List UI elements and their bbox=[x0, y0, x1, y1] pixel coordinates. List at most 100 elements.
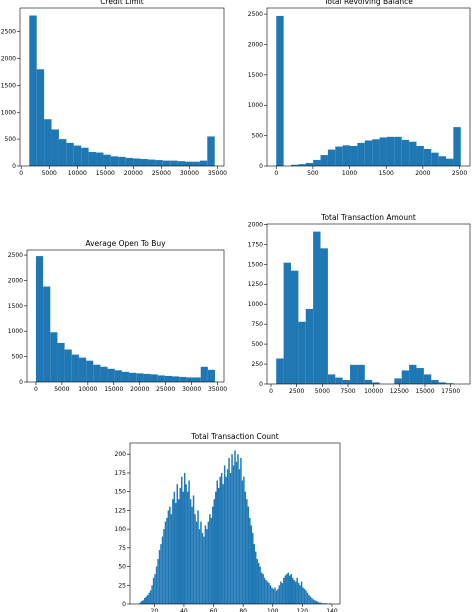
bar bbox=[446, 158, 454, 166]
x-tick-label: 2500 bbox=[452, 170, 467, 177]
bar bbox=[219, 476, 221, 604]
bar bbox=[271, 587, 273, 604]
bar bbox=[314, 600, 316, 604]
bar bbox=[320, 155, 328, 166]
bar bbox=[162, 160, 171, 166]
x-tick-label: 40 bbox=[180, 608, 188, 612]
y-tick-label: 0 bbox=[259, 381, 263, 388]
bar bbox=[302, 587, 304, 604]
bar bbox=[327, 374, 336, 384]
bar bbox=[409, 364, 417, 384]
bar bbox=[220, 472, 223, 604]
bar bbox=[262, 574, 264, 604]
bar bbox=[326, 603, 328, 604]
bar bbox=[170, 160, 178, 166]
y-tick-label: 2500 bbox=[8, 252, 23, 259]
bar bbox=[263, 577, 266, 604]
bar bbox=[416, 368, 424, 384]
bar bbox=[212, 506, 214, 604]
x-tick-label: 0 bbox=[34, 386, 38, 393]
x-tick-label: 12500 bbox=[390, 388, 409, 395]
bar bbox=[191, 506, 193, 604]
bar bbox=[194, 514, 196, 604]
bar bbox=[114, 370, 122, 382]
x-tick-label: 15000 bbox=[96, 170, 115, 177]
bar bbox=[423, 148, 432, 166]
bar bbox=[281, 583, 284, 604]
x-tick-label: 2500 bbox=[289, 388, 304, 395]
bar bbox=[254, 551, 257, 604]
bar bbox=[416, 145, 424, 166]
bar bbox=[350, 364, 358, 384]
bar bbox=[203, 536, 205, 604]
y-tick-label: 150 bbox=[115, 489, 127, 496]
subplot: Average Open To Buy050010001500200025000… bbox=[8, 239, 228, 393]
bar bbox=[228, 457, 230, 604]
y-tick-label: 2000 bbox=[248, 41, 263, 48]
bar bbox=[142, 600, 144, 604]
x-tick-label: 100 bbox=[267, 608, 279, 612]
bar bbox=[272, 589, 275, 604]
bar bbox=[256, 559, 258, 604]
bar bbox=[323, 603, 325, 604]
bar bbox=[276, 358, 284, 384]
bar bbox=[186, 491, 189, 604]
bar bbox=[291, 577, 294, 604]
y-tick-label: 200 bbox=[115, 451, 127, 458]
bar bbox=[318, 602, 321, 604]
x-tick-label: 0 bbox=[269, 388, 273, 395]
bar bbox=[401, 139, 410, 166]
bar bbox=[58, 139, 67, 166]
bar bbox=[197, 510, 199, 604]
bar bbox=[147, 159, 156, 166]
x-tick-label: 5000 bbox=[42, 170, 57, 177]
x-tick-label: 10000 bbox=[78, 386, 97, 393]
bar bbox=[207, 521, 210, 604]
bar bbox=[172, 376, 180, 382]
x-tick-label: 2000 bbox=[415, 170, 430, 177]
bar bbox=[226, 469, 229, 604]
bar bbox=[166, 517, 168, 604]
bar bbox=[161, 536, 164, 604]
bar bbox=[88, 152, 97, 166]
bar bbox=[118, 156, 126, 166]
bar bbox=[240, 457, 242, 604]
x-tick-label: 20 bbox=[151, 608, 159, 612]
bar bbox=[257, 562, 260, 604]
bar bbox=[195, 521, 198, 604]
x-tick-label: 15000 bbox=[104, 386, 123, 393]
bar bbox=[216, 480, 218, 604]
bar bbox=[206, 529, 208, 604]
bar bbox=[183, 472, 186, 604]
bar bbox=[172, 499, 174, 604]
bar bbox=[423, 374, 432, 384]
x-tick-label: 0 bbox=[19, 170, 23, 177]
bar bbox=[207, 369, 216, 382]
axes-frame bbox=[266, 7, 471, 167]
bar bbox=[163, 529, 165, 604]
bar bbox=[149, 590, 152, 604]
bar bbox=[259, 566, 261, 604]
bar bbox=[43, 286, 51, 382]
bar bbox=[299, 585, 301, 604]
bar bbox=[167, 510, 170, 604]
bar bbox=[186, 377, 194, 382]
bar bbox=[394, 136, 402, 166]
y-tick-label: 100 bbox=[115, 526, 127, 533]
bar bbox=[453, 127, 461, 166]
bar bbox=[177, 161, 186, 166]
bar bbox=[237, 454, 239, 604]
bar bbox=[86, 360, 94, 382]
bar bbox=[364, 140, 373, 166]
y-tick-label: 1500 bbox=[248, 261, 263, 268]
bar bbox=[64, 349, 72, 382]
y-tick-label: 1750 bbox=[248, 241, 263, 248]
y-tick-label: 1250 bbox=[248, 281, 263, 288]
x-tick-label: 80 bbox=[239, 608, 247, 612]
y-tick-label: 125 bbox=[115, 507, 127, 514]
x-tick-label: 120 bbox=[297, 608, 309, 612]
axes-frame bbox=[26, 249, 225, 383]
bar bbox=[283, 262, 291, 384]
bar bbox=[324, 603, 327, 604]
